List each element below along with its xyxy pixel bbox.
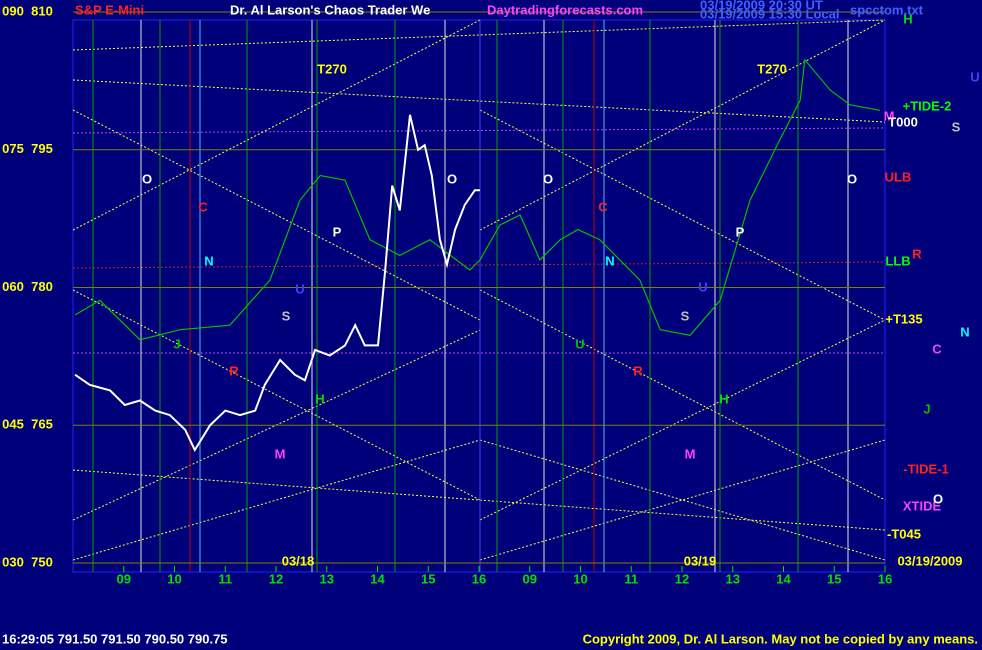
annotation: S (952, 119, 961, 134)
annotation: U (575, 336, 584, 351)
x-tick-label: 09 (117, 571, 131, 586)
copyright: Copyright 2009, Dr. Al Larson. May not b… (583, 631, 978, 646)
x-tick-label: 12 (675, 571, 689, 586)
annotation: M (275, 446, 286, 461)
chart-subtitle: Dr. Al Larson's Chaos Trader We (230, 2, 430, 17)
annotation: J (173, 336, 180, 351)
chart-title: S&P E-Mini (75, 2, 144, 17)
y2-tick-label: 075 (2, 141, 24, 156)
annotation: N (605, 253, 614, 268)
x-tick-label: 13 (726, 571, 740, 586)
y2-tick-label: 045 (2, 417, 24, 432)
time-lines-red (189, 20, 595, 572)
y-tick-label: 765 (31, 417, 53, 432)
annotation: XTIDE (903, 498, 942, 513)
date-label: 03/19/2009 (897, 553, 962, 568)
x-tick-label: 11 (218, 571, 232, 586)
annotation: N (204, 253, 213, 268)
y2-tick-label: 060 (2, 279, 24, 294)
annotation: H (719, 391, 728, 406)
annotation: +TIDE-2 (903, 98, 952, 113)
x-tick-label: 15 (421, 571, 435, 586)
annotation: P (333, 224, 342, 239)
annotation: N (960, 324, 969, 339)
annotation: U (698, 279, 707, 294)
status-line: 16:29:05 791.50 791.50 790.50 790.75 (2, 631, 228, 646)
annotation: U (970, 69, 979, 84)
timestamp: 03/19/2009 15:30 Local (700, 6, 840, 21)
annotation: O (933, 491, 943, 506)
level-line (72, 261, 886, 269)
annotation: ULB (885, 169, 912, 184)
annotation: C (932, 341, 942, 356)
annotation: -T045 (887, 526, 921, 541)
annotation: T270 (757, 61, 787, 76)
date-label: 03/19 (684, 553, 717, 568)
annotation: O (847, 171, 857, 186)
x-tick-label: 15 (827, 571, 841, 586)
x-tick-label: 10 (167, 571, 181, 586)
y-tick-label: 750 (31, 554, 53, 569)
annotation: T000 (888, 114, 918, 129)
y-tick-label: 795 (31, 141, 53, 156)
x-tick-label: 16 (472, 571, 486, 586)
file-name: spcctom.txt (850, 2, 924, 17)
annotation: LLB (885, 253, 910, 268)
annotation: -TIDE-1 (903, 461, 949, 476)
annotation: +T135 (885, 311, 922, 326)
annotation: S (282, 308, 291, 323)
y2-tick-label: 030 (2, 554, 24, 569)
x-tick-label: 13 (320, 571, 334, 586)
y-tick-label: 810 (31, 3, 53, 18)
annotation: T270 (317, 61, 347, 76)
x-tick-label: 14 (776, 571, 791, 586)
annotation: C (598, 199, 608, 214)
annotation: C (198, 199, 208, 214)
level-line (72, 127, 886, 134)
annotation: S (681, 308, 690, 323)
annotation: R (229, 363, 239, 378)
annotation: H (315, 391, 324, 406)
y2-tick-label: 090 (2, 3, 24, 18)
annotation: R (912, 246, 922, 261)
annotation: M (884, 108, 895, 123)
y-tick-label: 780 (31, 279, 53, 294)
annotation: J (923, 401, 930, 416)
x-tick-label: 09 (523, 571, 537, 586)
x-tick-label: 11 (624, 571, 638, 586)
site-name: Daytradingforecasts.com (487, 2, 643, 17)
x-tick-label: 16 (878, 571, 892, 586)
annotation: P (736, 224, 745, 239)
annotation: O (447, 171, 457, 186)
annotation: R (633, 363, 643, 378)
timestamp: 03/19/2009 20:30 UT (700, 0, 823, 12)
annotation: O (142, 171, 152, 186)
x-tick-label: 10 (573, 571, 587, 586)
time-lines-cyan (199, 20, 605, 572)
time-lines (92, 20, 799, 572)
x-tick-label: 12 (269, 571, 283, 586)
annotation: M (685, 446, 696, 461)
series-line (74, 114, 480, 453)
annotation: U (295, 281, 304, 296)
series-line (74, 58, 881, 341)
annotation: H (903, 11, 912, 26)
annotation: O (543, 171, 553, 186)
x-tick-label: 14 (370, 571, 385, 586)
date-label: 03/18 (282, 553, 315, 568)
time-lines-white (140, 20, 849, 572)
